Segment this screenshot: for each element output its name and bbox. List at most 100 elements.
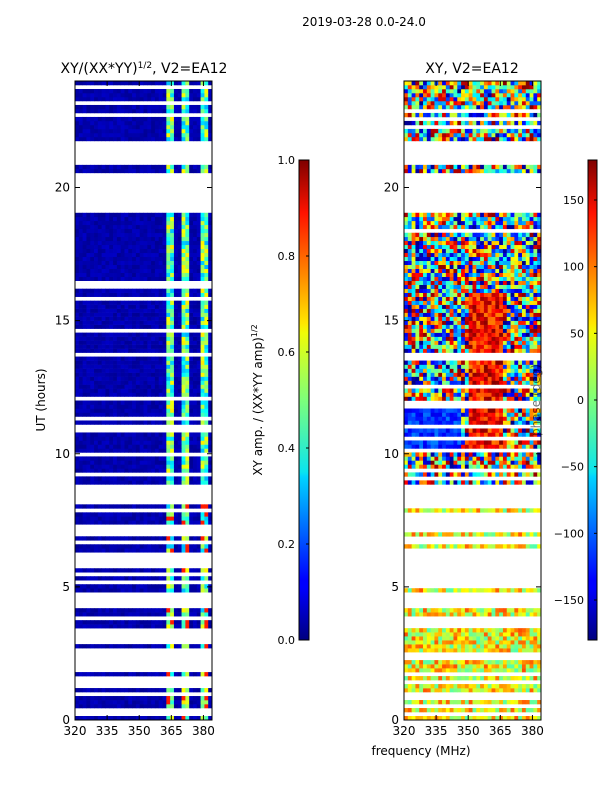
heatmap-cell	[86, 132, 91, 138]
heatmap-cell	[525, 392, 530, 397]
heatmap-cell	[170, 260, 175, 266]
heatmap-cell	[177, 364, 182, 369]
heatmap-cell	[113, 608, 118, 613]
heatmap-cell	[419, 420, 424, 425]
heatmap-cell	[514, 588, 519, 593]
heatmap-cell	[208, 536, 212, 541]
heatmap-cell	[173, 548, 179, 553]
heatmap-cell	[181, 128, 186, 134]
heatmap-cell	[200, 164, 205, 170]
heatmap-cell	[461, 628, 466, 633]
heatmap-cell	[75, 392, 80, 397]
heatmap-cell	[189, 276, 194, 281]
heatmap-cell	[200, 436, 205, 441]
heatmap-cell	[407, 464, 413, 469]
heatmap-cell	[449, 452, 454, 457]
heatmap-cell	[132, 88, 137, 94]
heatmap-cell	[438, 444, 443, 449]
heatmap-cell	[132, 108, 137, 114]
heatmap-cell	[162, 268, 167, 273]
heatmap-cell	[449, 660, 454, 665]
heatmap-cell	[101, 584, 106, 589]
heatmap-cell	[154, 276, 160, 281]
heatmap-cell	[139, 244, 144, 250]
heatmap-cell	[147, 372, 152, 377]
heatmap-cell	[204, 228, 209, 234]
heatmap-cell	[170, 400, 175, 405]
heatmap-cell	[196, 288, 201, 293]
heatmap-cell	[132, 236, 137, 242]
heatmap-cell	[407, 440, 413, 445]
heatmap-cell	[154, 620, 160, 625]
heatmap-cell	[480, 676, 485, 681]
heatmap-cell	[487, 392, 492, 397]
heatmap-cell	[139, 312, 144, 317]
heatmap-cell	[90, 412, 95, 417]
heatmap-cell	[116, 504, 122, 509]
heatmap-cell	[147, 512, 152, 517]
heatmap-cell	[94, 504, 99, 509]
heatmap-cell	[200, 464, 205, 469]
heatmap-cell	[151, 516, 156, 521]
heatmap-cell	[537, 376, 541, 381]
heatmap-cell	[487, 420, 492, 425]
heatmap-cell	[151, 88, 156, 94]
heatmap-cell	[438, 372, 443, 377]
heatmap-cell	[75, 336, 80, 341]
heatmap-cell	[94, 464, 99, 469]
heatmap-cell	[200, 212, 205, 218]
heatmap-cell	[483, 676, 489, 681]
heatmap-cell	[78, 216, 84, 222]
heatmap-cell	[525, 532, 530, 537]
heatmap-cell	[434, 588, 439, 593]
heatmap-cell	[109, 444, 114, 449]
heatmap-cell	[430, 508, 435, 513]
heatmap-cell	[78, 232, 84, 238]
heatmap-cell	[154, 320, 160, 325]
heatmap-cell	[533, 640, 538, 645]
heatmap-cell	[457, 508, 462, 513]
heatmap-cell	[124, 444, 129, 449]
heatmap-cell	[196, 672, 201, 677]
heatmap-cell	[181, 388, 186, 393]
heatmap-cell	[173, 256, 179, 262]
heatmap-cell	[82, 128, 87, 134]
heatmap-cell	[189, 132, 194, 138]
heatmap-cell	[132, 388, 137, 393]
heatmap-cell	[78, 272, 84, 277]
heatmap-cell	[476, 700, 481, 705]
heatmap-cell	[521, 460, 527, 465]
heatmap-cell	[499, 636, 504, 641]
heatmap-cell	[192, 704, 198, 709]
heatmap-cell	[147, 81, 152, 86]
heatmap-cell	[502, 456, 508, 461]
heatmap-cell	[529, 420, 534, 425]
heatmap-cell	[109, 224, 114, 230]
heatmap-cell	[200, 300, 205, 305]
heatmap-cell	[415, 388, 420, 393]
heatmap-cell	[158, 224, 163, 230]
heatmap-cell	[124, 408, 129, 413]
heatmap-cell	[97, 436, 103, 441]
heatmap-cell	[128, 584, 133, 589]
heatmap-cell	[415, 716, 420, 720]
heatmap-cell	[407, 644, 413, 649]
heatmap-cell	[185, 236, 190, 242]
heatmap-cell	[502, 636, 508, 641]
heatmap-cell	[208, 460, 212, 465]
heatmap-cell	[143, 288, 148, 293]
heatmap-cell	[495, 392, 500, 397]
heatmap-cell	[82, 444, 87, 449]
heatmap-cell	[196, 688, 201, 693]
heatmap-cell	[116, 316, 122, 321]
heatmap-cell	[208, 376, 212, 381]
heatmap-cell	[97, 468, 103, 473]
heatmap-cell	[521, 664, 527, 669]
heatmap-cell	[143, 444, 148, 449]
heatmap-cell	[487, 532, 492, 537]
heatmap-cell	[97, 268, 103, 273]
heatmap-cell	[166, 96, 171, 102]
heatmap-cell	[177, 288, 182, 293]
heatmap-cell	[128, 404, 133, 409]
heatmap-cell	[151, 364, 156, 369]
